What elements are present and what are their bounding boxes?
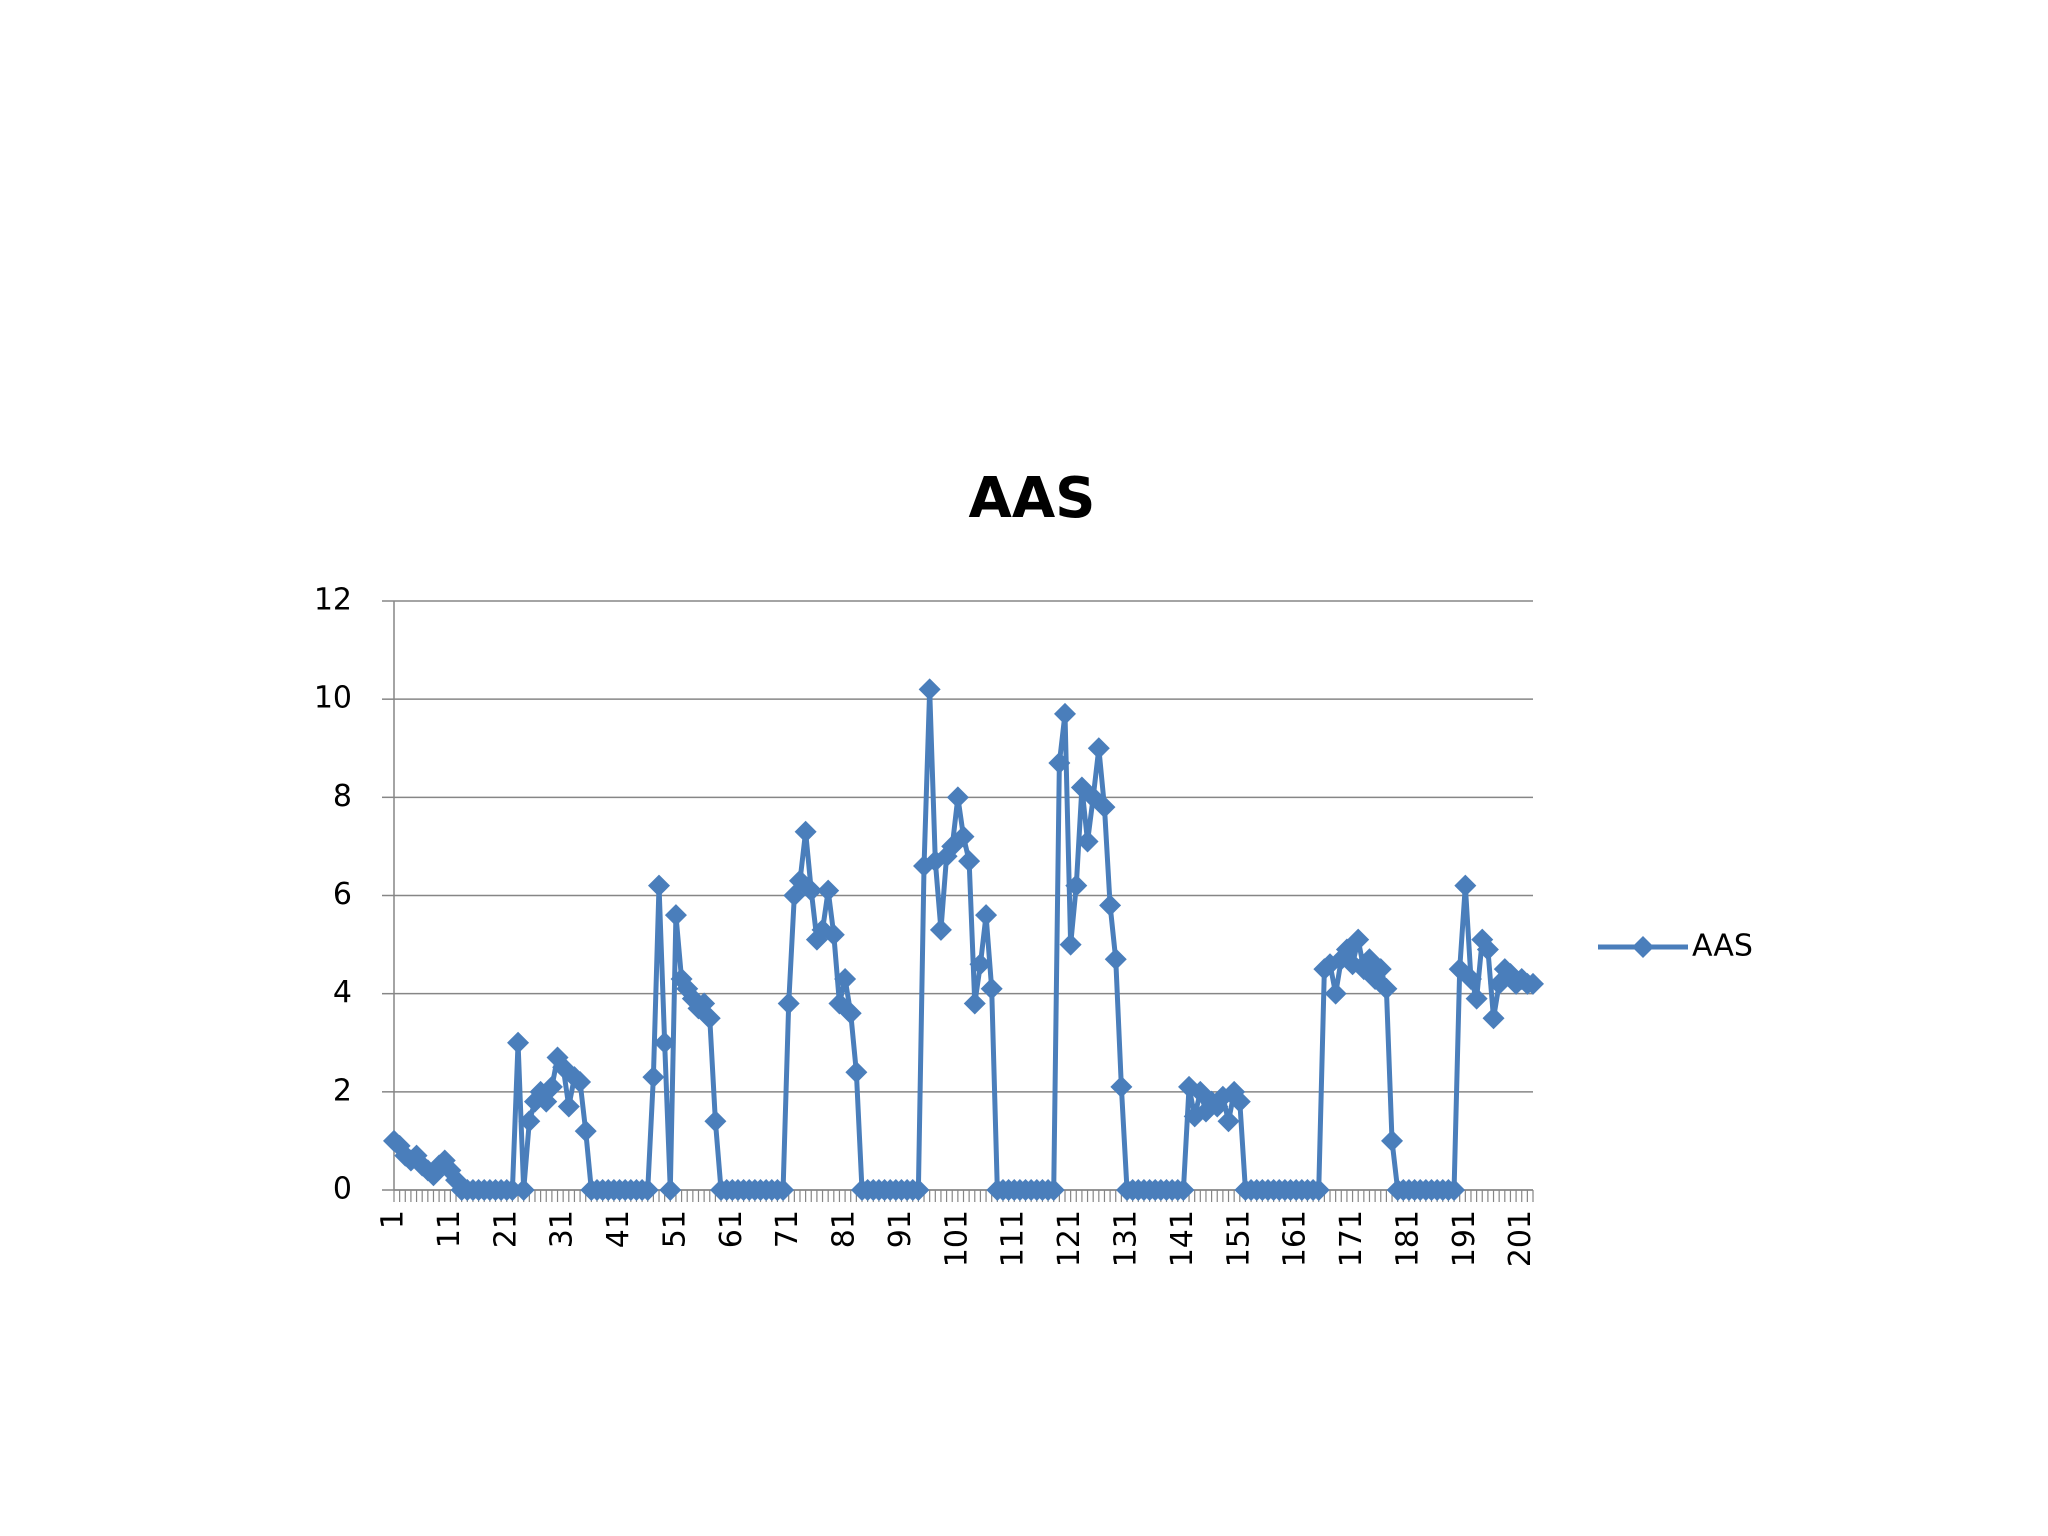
data-point [1476, 938, 1499, 961]
x-tick-label: 101 [939, 1210, 974, 1267]
data-point [569, 1071, 592, 1094]
data-point [507, 1031, 530, 1054]
data-point [822, 923, 845, 946]
x-tick-label: 51 [657, 1210, 692, 1248]
data-point [929, 918, 952, 941]
y-tick-label: 4 [333, 975, 352, 1010]
x-tick-label: 1 [376, 1210, 411, 1229]
data-point [1381, 1129, 1404, 1152]
data-point [1443, 1179, 1466, 1201]
data-point [800, 879, 823, 902]
data-point [980, 977, 1003, 1000]
data-point [1110, 1075, 1133, 1098]
data-point [1076, 830, 1099, 853]
data-point [1465, 987, 1488, 1010]
data-point [698, 1007, 721, 1030]
x-tick-label: 81 [827, 1210, 862, 1248]
data-point [1042, 1179, 1065, 1201]
data-point [907, 1179, 930, 1201]
data-point [636, 1179, 659, 1201]
data-point [817, 879, 840, 902]
data-point [653, 1031, 676, 1054]
x-tick-label: 31 [545, 1210, 580, 1248]
legend-marker [1632, 936, 1654, 958]
y-tick-label: 12 [314, 583, 352, 618]
data-point [1482, 1007, 1505, 1030]
data-point [1522, 972, 1544, 995]
x-tick-label: 141 [1165, 1210, 1200, 1267]
data-point [952, 825, 975, 848]
y-tick-label: 6 [333, 877, 352, 912]
data-point [1104, 948, 1127, 971]
data-point [1093, 796, 1116, 819]
data-point [963, 992, 986, 1015]
data-point [659, 1179, 682, 1201]
data-point [958, 850, 981, 873]
y-tick-label: 2 [333, 1073, 352, 1108]
x-tick-label: 191 [1447, 1210, 1482, 1267]
data-point [704, 1110, 727, 1133]
legend-label: AAS [1692, 929, 1753, 964]
data-point [1053, 702, 1076, 725]
data-point [1059, 933, 1082, 956]
data-point [777, 992, 800, 1015]
chart-title: AAS [968, 466, 1095, 531]
data-point [1459, 967, 1482, 990]
data-point [540, 1075, 563, 1098]
data-point [1375, 977, 1398, 1000]
x-tick-label: 21 [488, 1210, 523, 1248]
x-tick-label: 171 [1334, 1210, 1369, 1267]
data-point [557, 1095, 580, 1118]
x-tick-label: 91 [883, 1210, 918, 1248]
x-tick-label: 161 [1278, 1210, 1313, 1267]
x-tick-label: 131 [1109, 1210, 1144, 1267]
data-point [834, 967, 857, 990]
y-tick-label: 10 [314, 681, 352, 716]
data-point [1228, 1090, 1251, 1113]
data-point [1369, 958, 1392, 981]
data-point [664, 904, 687, 927]
data-point [1087, 737, 1110, 760]
data-point [518, 1110, 541, 1133]
data-point [1454, 874, 1477, 897]
data-point [1099, 894, 1122, 917]
data-point [574, 1120, 597, 1143]
data-point [512, 1179, 535, 1201]
data-point [501, 1179, 524, 1201]
data-point [1324, 982, 1347, 1005]
data-point [642, 1066, 665, 1089]
data-point [1172, 1179, 1195, 1201]
data-point [946, 786, 969, 809]
data-point [1307, 1179, 1330, 1201]
data-point [845, 1061, 868, 1084]
x-tick-label: 41 [601, 1210, 636, 1248]
x-tick-label: 201 [1503, 1210, 1538, 1267]
data-point [1347, 928, 1370, 951]
data-point [772, 1179, 795, 1201]
x-tick-label: 151 [1221, 1210, 1256, 1267]
data-point [839, 1002, 862, 1025]
data-point [1065, 874, 1088, 897]
data-point [1217, 1110, 1240, 1133]
data-point [1048, 751, 1071, 774]
y-tick-label: 0 [333, 1172, 352, 1207]
data-point [975, 904, 998, 927]
x-tick-label: 181 [1390, 1210, 1425, 1267]
data-point [969, 953, 992, 976]
x-tick-label: 111 [996, 1210, 1031, 1267]
y-tick-label: 8 [333, 779, 352, 814]
x-tick-label: 121 [1052, 1210, 1087, 1267]
data-point [648, 874, 671, 897]
x-tick-label: 11 [432, 1210, 467, 1248]
data-point [794, 820, 817, 843]
x-tick-label: 71 [770, 1210, 805, 1248]
data-point [918, 678, 941, 701]
x-tick-label: 61 [714, 1210, 749, 1248]
